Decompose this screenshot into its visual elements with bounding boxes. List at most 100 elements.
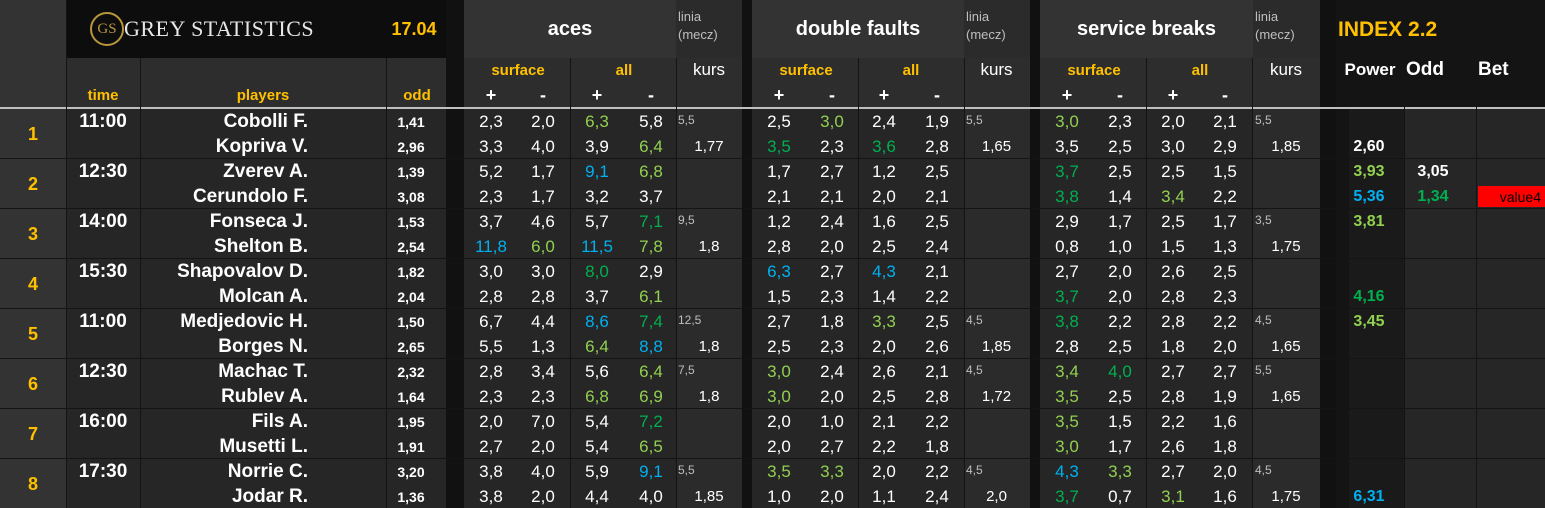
row-divider	[0, 458, 1545, 459]
all-header: all	[902, 61, 920, 79]
grid-line	[1146, 58, 1147, 508]
stat-value: 2,8	[479, 286, 503, 306]
stat-value: 1,7	[767, 161, 791, 181]
linia-bg	[1253, 309, 1320, 359]
stat-value: 2,0	[1108, 286, 1132, 306]
stat-value: 2,7	[820, 436, 844, 456]
stat-value: 0,7	[1108, 486, 1132, 506]
stat-value: 6,0	[531, 236, 555, 256]
stat-value: 2,0	[872, 461, 896, 481]
stat-value: 7,4	[639, 311, 663, 331]
stat-value: 3,5	[767, 136, 791, 156]
linia-bg	[676, 409, 742, 459]
player-1-odd: 3,20	[397, 463, 425, 480]
stat-value: 3,1	[1161, 486, 1185, 506]
left-subheader	[66, 58, 446, 108]
row-bg	[66, 309, 446, 359]
stat-value: 2,2	[1161, 411, 1185, 431]
stat-value: 2,4	[925, 486, 949, 506]
power-bg	[1349, 259, 1404, 309]
stat-value: 2,0	[479, 411, 503, 431]
stat-value: 2,0	[531, 486, 555, 506]
player-1-name: Fonseca J.	[209, 210, 308, 232]
stat-value: 3,5	[1055, 411, 1079, 431]
logo-badge: GS	[90, 12, 124, 46]
stat-value: 5,8	[639, 111, 663, 131]
stat-value: 2,1	[767, 186, 791, 206]
column-gap-4	[1320, 0, 1336, 508]
stat-value: 2,1	[820, 186, 844, 206]
stat-value: 2,6	[1161, 261, 1185, 281]
stat-value: 7,0	[531, 411, 555, 431]
stat-value: 2,3	[820, 286, 844, 306]
linia-value: 7,5	[678, 363, 695, 377]
linia-text: linia	[966, 9, 990, 24]
linia-value: 4,5	[966, 313, 983, 327]
stat-value: 3,0	[1055, 111, 1079, 131]
stat-value: 5,9	[585, 461, 609, 481]
odd-bg	[1406, 209, 1476, 259]
stat-value: 2,2	[1108, 311, 1132, 331]
index-gap	[1336, 109, 1349, 159]
index-gap	[1336, 259, 1349, 309]
power-bg	[1349, 159, 1404, 209]
linia-bg	[1253, 359, 1320, 409]
row-bg	[66, 459, 446, 508]
stat-value: 1,3	[531, 336, 555, 356]
grid-line	[140, 58, 141, 508]
odd-bg	[1406, 409, 1476, 459]
stat-value: 2,0	[1161, 111, 1185, 131]
stat-value: 2,4	[820, 211, 844, 231]
odd-bg	[1406, 159, 1476, 209]
group-subheader-bg	[464, 58, 742, 108]
stat-value: 2,9	[1055, 211, 1079, 231]
stat-value: 3,0	[479, 261, 503, 281]
bet-bg	[1478, 309, 1545, 359]
kurs-value: 1,8	[698, 338, 720, 355]
stat-value: 2,4	[872, 111, 896, 131]
stat-value: 2,0	[1108, 261, 1132, 281]
odd-bg	[1406, 309, 1476, 359]
stat-value: 2,0	[531, 111, 555, 131]
stat-value: 1,9	[1213, 386, 1237, 406]
stat-value: 2,1	[1213, 111, 1237, 131]
stat-value: 2,8	[767, 236, 791, 256]
linia-bg	[964, 359, 1030, 409]
linia-text: linia	[678, 9, 702, 24]
stat-value: 2,2	[1213, 311, 1237, 331]
plus-header: +	[591, 84, 603, 105]
column-gap-1	[446, 0, 464, 508]
stat-value: 2,4	[925, 236, 949, 256]
row-bg	[66, 109, 446, 159]
odd-col-header: Odd	[1406, 59, 1444, 80]
stat-value: 1,0	[820, 411, 844, 431]
stat-value: 2,1	[925, 361, 949, 381]
row-divider	[0, 408, 1545, 409]
grid-line	[676, 58, 677, 508]
stat-value: 5,4	[585, 411, 609, 431]
index-odd-value: 1,34	[1417, 187, 1449, 205]
row-number-bg	[0, 109, 66, 159]
row-number: 4	[27, 273, 38, 294]
linia-text: linia	[1255, 9, 1279, 24]
stat-value: 2,8	[1161, 386, 1185, 406]
plus-header: +	[773, 84, 785, 105]
power-bg	[1349, 109, 1404, 159]
corner-cell	[0, 0, 66, 108]
player-2-odd: 2,65	[397, 338, 425, 355]
linia-bg	[964, 259, 1030, 309]
stat-value: 7,2	[639, 411, 663, 431]
stat-value: 2,0	[531, 436, 555, 456]
stat-value: 2,1	[872, 411, 896, 431]
linia-label: linia (mecz)	[678, 8, 742, 48]
row-bg	[66, 359, 446, 409]
stat-value: 2,0	[820, 486, 844, 506]
mecz-text: (mecz)	[1255, 27, 1295, 42]
stat-value: 2,5	[872, 386, 896, 406]
index-title: INDEX 2.2	[1338, 18, 1438, 41]
stat-value: 3,5	[1055, 136, 1079, 156]
power-value: 2,60	[1353, 137, 1385, 155]
group-title-aces: aces	[547, 17, 593, 40]
power-bg	[1349, 409, 1404, 459]
